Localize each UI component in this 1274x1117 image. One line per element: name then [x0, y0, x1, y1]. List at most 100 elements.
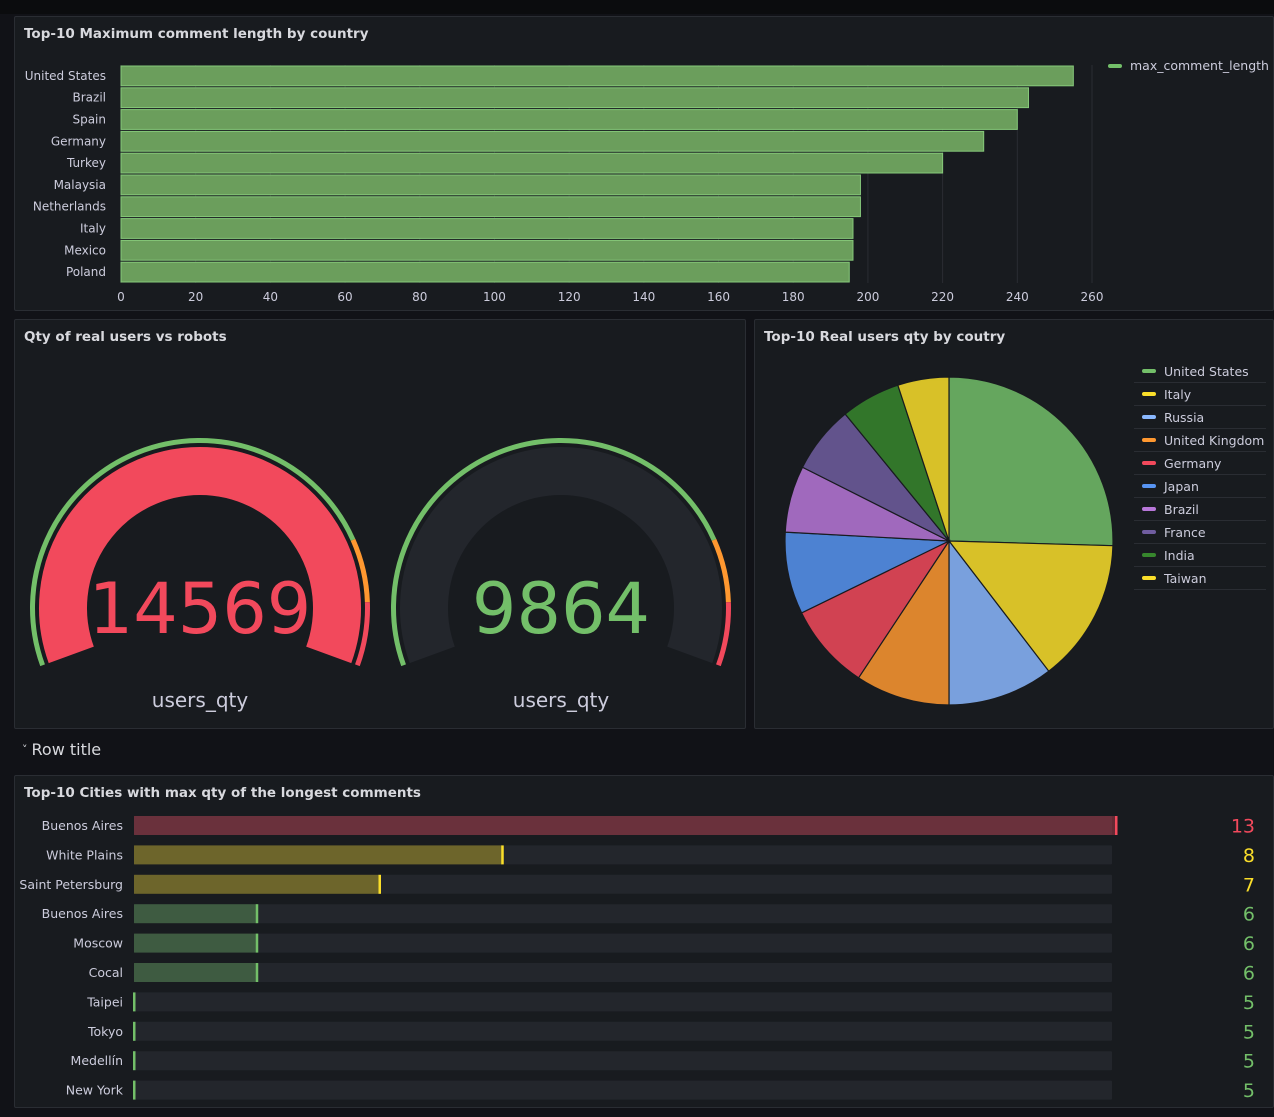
bar [120, 65, 1074, 87]
row-title-text: Row title [31, 740, 102, 759]
legend-label: Russia [1164, 409, 1205, 425]
legend-label: Taiwan [1164, 570, 1207, 586]
bar-gauge-label: Tokyo [87, 1024, 123, 1039]
legend-swatch [1142, 530, 1156, 534]
legend-item[interactable]: India [1134, 544, 1266, 567]
bar-gauge-value: 8 [1243, 845, 1255, 867]
x-tick-label: 180 [782, 290, 805, 304]
bar-cap [255, 963, 259, 982]
bar-gauge-value: 13 [1231, 816, 1255, 838]
legend-label: Japan [1164, 478, 1199, 494]
gauge-value: 14569 [89, 568, 312, 650]
pie-legend: United States Italy Russia United Kingdom Ge… [1134, 360, 1266, 590]
y-tick-label: Poland [66, 265, 106, 279]
legend-label: Italy [1164, 386, 1192, 402]
x-tick-label: 0 [117, 290, 125, 304]
threshold-orange [711, 538, 731, 603]
bar-fill [134, 816, 1116, 835]
legend-item[interactable]: United Kingdom [1134, 429, 1266, 452]
bar-gauge-label: New York [66, 1083, 124, 1098]
legend-label: Brazil [1164, 501, 1199, 517]
bar-track [134, 1080, 1112, 1100]
bar-cap [378, 874, 381, 894]
bar-track [134, 1021, 1112, 1041]
bar-cap [133, 992, 136, 1012]
bar [120, 196, 861, 218]
panel-real-users-by-country[interactable]: Top-10 Real users qty by coutry United S… [754, 319, 1274, 729]
legend-item[interactable]: Taiwan [1134, 567, 1266, 590]
gauge-label-1: users_qty [151, 688, 249, 712]
threshold-orange [350, 538, 370, 603]
bar-cap [255, 933, 259, 953]
legend-item[interactable]: Germany [1134, 452, 1266, 475]
legend-label: Germany [1164, 455, 1222, 471]
legend-swatch [1108, 63, 1122, 68]
bar [120, 239, 854, 261]
x-tick-label: 200 [856, 290, 879, 304]
bar-track [134, 992, 1112, 1012]
gauge-chart: 14569 9864 [30, 437, 731, 667]
panel-title: Qty of real users vs robots [24, 329, 227, 345]
bar [120, 261, 850, 283]
legend-item[interactable]: Japan [1134, 475, 1266, 498]
bar-gauge-label: Buenos Aires [42, 906, 123, 921]
pie-slice [947, 540, 1114, 673]
threshold-green [30, 438, 356, 667]
bar-cap [255, 904, 259, 924]
bar-gauge-chart: Buenos Aires 13 White Plains 8 Saint Petersb… [19, 816, 1255, 1103]
y-tick-label: Malaysia [54, 178, 106, 192]
bar-gauge-value: 5 [1243, 992, 1255, 1014]
legend-label: max_comment_length [1130, 58, 1269, 73]
legend-swatch [1142, 576, 1156, 580]
legend-swatch [1142, 553, 1156, 557]
x-tick-label: 40 [263, 290, 278, 304]
bar [120, 174, 861, 196]
x-tick-label: 240 [1006, 290, 1029, 304]
y-tick-label: United States [25, 69, 106, 83]
bar-cap [501, 845, 504, 865]
bar [120, 109, 1018, 130]
legend-item[interactable]: United States [1134, 360, 1266, 383]
bar-chart: 0 20 40 60 80 100 120 140 160 180 200 220 240 260 Unit… [25, 65, 1104, 304]
bar-track [134, 904, 1112, 924]
gauge-track [400, 447, 722, 664]
legend-swatch [1142, 507, 1156, 511]
bar-track [134, 933, 1112, 953]
bar-gauge-value: 6 [1243, 933, 1255, 955]
panel-max-comment-length[interactable]: Top-10 Maximum comment length by country… [14, 16, 1274, 311]
threshold-red [716, 602, 731, 667]
bar-gauge-label: Taipei [86, 994, 123, 1009]
pie-chart [784, 376, 1114, 706]
legend-item[interactable]: France [1134, 521, 1266, 544]
row-collapse-toggle[interactable]: ˅ Row title [22, 740, 101, 759]
bar [120, 130, 985, 152]
legend-item-max-comment-length[interactable]: max_comment_length [1108, 58, 1269, 73]
legend-swatch [1142, 415, 1156, 419]
y-tick-label: Spain [72, 113, 106, 127]
bar-gauge-value: 5 [1243, 1080, 1255, 1102]
x-tick-label: 220 [931, 290, 954, 304]
y-tick-label: Turkey [66, 156, 106, 170]
bar-gauge-label: White Plains [46, 847, 123, 862]
pie-slice [800, 539, 951, 679]
legend-item[interactable]: Russia [1134, 406, 1266, 429]
legend-item[interactable]: Italy [1134, 383, 1266, 406]
y-tick-label: Brazil [73, 91, 107, 105]
pie-slice [857, 539, 950, 706]
bar [120, 152, 944, 174]
panel-users-vs-robots[interactable]: Qty of real users vs robots 14569 9864 us… [14, 319, 746, 729]
x-tick-label: 60 [337, 290, 352, 304]
legend-label: United States [1164, 363, 1249, 379]
pie-slice [948, 539, 1050, 706]
bar-gauge-label: Cocal [89, 965, 123, 980]
panel-top-cities[interactable]: Top-10 Cities with max qty of the longes… [14, 775, 1274, 1108]
bar-gauge-value: 6 [1243, 904, 1255, 926]
legend-swatch [1142, 369, 1156, 373]
x-tick-label: 260 [1081, 290, 1104, 304]
x-tick-label: 120 [558, 290, 581, 304]
x-tick-label: 140 [632, 290, 655, 304]
pie-slice [897, 376, 950, 542]
legend-swatch [1142, 484, 1156, 488]
bar-gauge-label: Saint Petersburg [19, 877, 123, 892]
legend-item[interactable]: Brazil [1134, 498, 1266, 521]
